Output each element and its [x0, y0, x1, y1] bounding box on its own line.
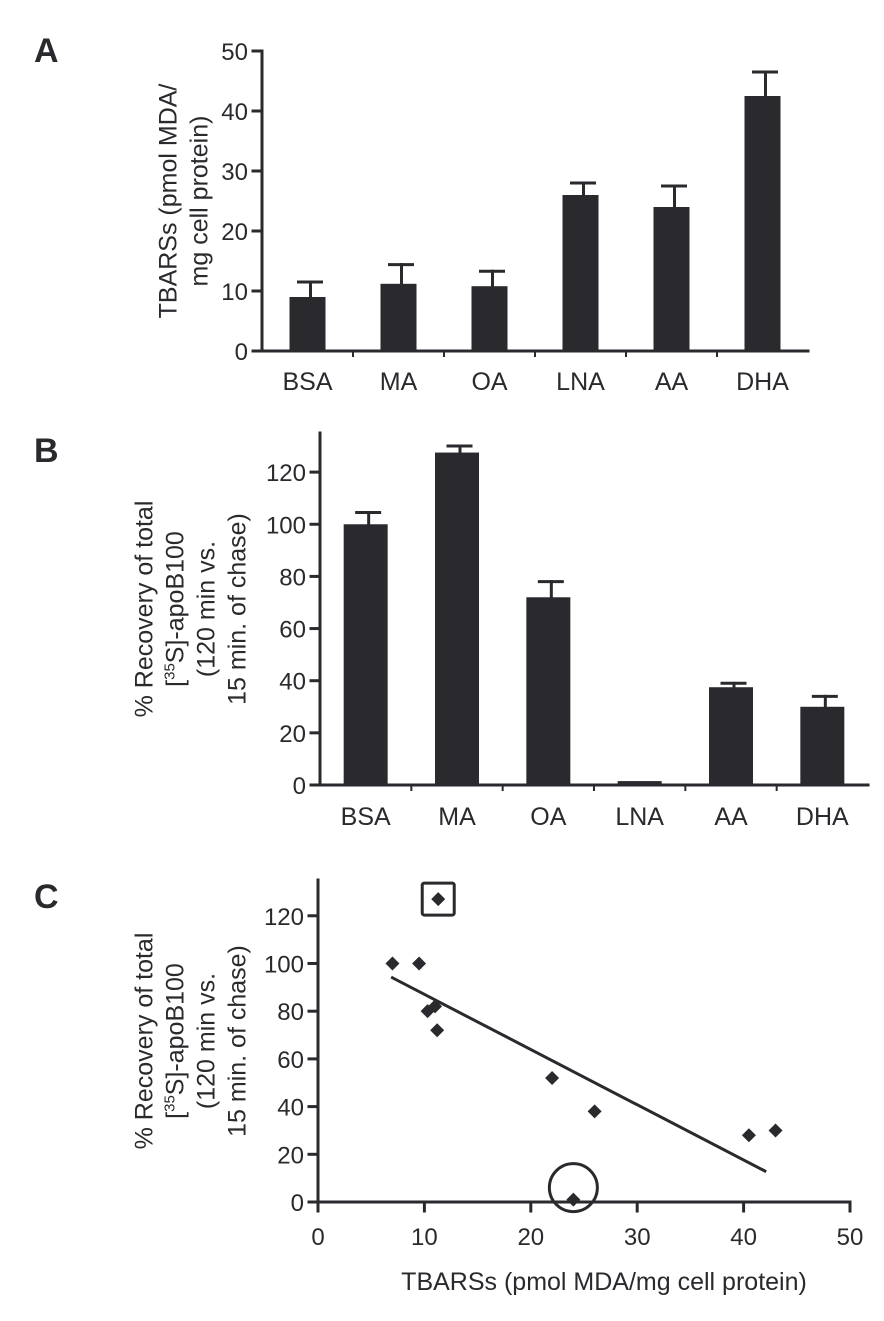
y-tick-label: 0 — [235, 339, 248, 366]
y-tick-label: 80 — [277, 999, 304, 1026]
panel-b: B 0 20 40 60 80 100 120 BSA MA OA LNA AA DHA % Recover… — [34, 431, 870, 831]
y-axis-title-line: 15 min. of chase) — [224, 513, 252, 705]
y-axis-title-line: 15 min. of chase) — [224, 945, 252, 1137]
y-tick-label: 0 — [291, 1190, 304, 1217]
y-axis-title: % Recovery of total [35S]-apoB100 (120 min… — [131, 933, 252, 1150]
y-tick-label: 100 — [266, 512, 306, 539]
bar-ma — [380, 283, 417, 351]
bar-bsa — [343, 524, 388, 785]
category-label-bsa: BSA — [282, 368, 332, 396]
y-axis-title: % Recovery of total [35S]-apoB100 (120 min… — [131, 501, 252, 718]
category-label-aa: AA — [655, 368, 689, 396]
x-tick-label: 10 — [411, 1224, 438, 1251]
x-tick-label: 20 — [517, 1224, 544, 1251]
scatter-point — [412, 956, 427, 971]
category-label-aa: AA — [714, 803, 748, 831]
x-tick-label: 0 — [311, 1224, 324, 1251]
y-axis-title-line: [35S]-apoB100 — [162, 963, 190, 1119]
category-label-lna: LNA — [615, 803, 664, 831]
y-tick-label: 0 — [293, 773, 306, 800]
scatter-point — [545, 1070, 560, 1085]
scatter-point — [431, 892, 446, 907]
x-axis-title: TBARSs (pmol MDA/mg cell protein) — [401, 1268, 807, 1296]
y-tick-label: 50 — [221, 39, 248, 66]
highlight-circle — [547, 1162, 599, 1214]
y-tick-label: 40 — [279, 669, 306, 696]
scatter-point — [385, 956, 400, 971]
panel-c: C 0 20 40 60 80 100 120 0 10 20 30 40 50 % Recovery of… — [34, 878, 863, 1296]
scatter-point — [430, 1023, 445, 1038]
bar-ma — [435, 452, 479, 785]
y-tick-label: 30 — [221, 159, 248, 186]
category-label-dha: DHA — [796, 803, 849, 831]
bar-lna — [562, 195, 599, 351]
y-tick-label: 120 — [266, 460, 306, 487]
y-axis-title-line: (120 min vs. — [193, 973, 221, 1109]
bar-aa — [709, 687, 753, 785]
y-axis-title-line: % Recovery of total — [131, 501, 159, 718]
y-axis-title-line: % Recovery of total — [131, 933, 159, 1150]
y-tick-label: 10 — [221, 279, 248, 306]
y-tick-label: 60 — [277, 1047, 304, 1074]
bar-bsa — [289, 297, 326, 351]
category-label-ma: MA — [438, 803, 476, 831]
x-tick-label: 30 — [624, 1224, 651, 1251]
category-label-dha: DHA — [736, 368, 789, 396]
category-label-ma: MA — [380, 368, 418, 396]
y-tick-label: 40 — [221, 99, 248, 126]
trend-line — [390, 975, 767, 1174]
bar-oa — [471, 286, 508, 351]
x-tick-label: 50 — [837, 1224, 864, 1251]
y-tick-label: 80 — [279, 564, 306, 591]
panel-letter-b: B — [34, 432, 59, 470]
y-axis-title-line: mg cell protein) — [186, 116, 214, 287]
scatter-point — [566, 1192, 581, 1207]
bar-oa — [526, 597, 571, 785]
y-tick-label: 100 — [264, 951, 304, 978]
y-tick-label: 60 — [279, 617, 306, 644]
bar-dha — [800, 706, 845, 785]
bar-dha — [744, 96, 781, 351]
y-tick-label: 20 — [221, 219, 248, 246]
scatter-point — [428, 999, 443, 1014]
panel-a: A 0 10 20 30 40 50 BSA MA OA LNA AA DHA TBARSs (pmol … — [34, 32, 810, 396]
y-axis-title: TBARSs (pmol MDA/mg cell protein) — [155, 84, 214, 319]
x-tick-label: 40 — [730, 1224, 757, 1251]
y-axis-title-line: (120 min vs. — [193, 541, 221, 677]
y-tick-label: 20 — [279, 721, 306, 748]
panel-letter-a: A — [34, 32, 59, 70]
panel-letter-c: C — [34, 878, 59, 916]
bar-aa — [653, 207, 690, 351]
highlight-box — [420, 881, 456, 917]
bar-lna — [617, 781, 662, 785]
y-tick-label: 120 — [264, 904, 304, 931]
category-label-oa: OA — [530, 803, 566, 831]
category-label-oa: OA — [471, 368, 507, 396]
y-axis-title-line: TBARSs (pmol MDA/ — [155, 84, 183, 319]
category-label-lna: LNA — [556, 368, 605, 396]
scatter-point — [741, 1128, 756, 1143]
y-axis-title-line: [35S]-apoB100 — [162, 531, 190, 687]
y-tick-label: 40 — [277, 1095, 304, 1122]
category-label-bsa: BSA — [341, 803, 391, 831]
scatter-point — [587, 1104, 602, 1119]
scatter-point — [768, 1123, 783, 1138]
y-tick-label: 20 — [277, 1142, 304, 1169]
